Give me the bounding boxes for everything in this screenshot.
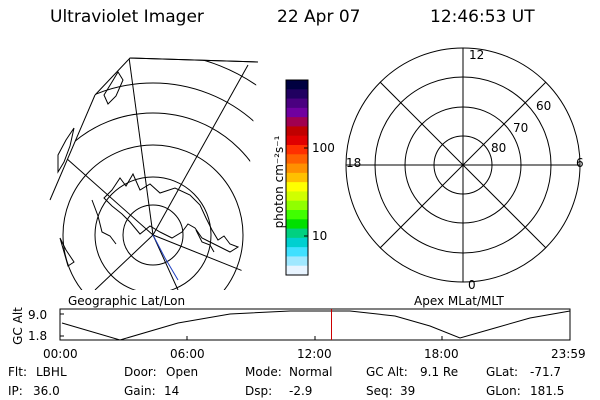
color-scale-band — [286, 256, 308, 267]
latitude-circle — [50, 58, 258, 290]
mlt-label-0: 0 — [468, 278, 476, 292]
color-scale-band — [286, 145, 308, 155]
date-label: 22 Apr 07 — [277, 7, 361, 27]
status-seq-label: Seq: — [366, 384, 393, 398]
timeline-xtick-1800: 18:00 — [424, 347, 459, 361]
footprint-track — [152, 234, 179, 281]
color-scale-band — [286, 107, 308, 118]
status-gcalt-label: GC Alt: — [366, 365, 408, 379]
altitude-timeline — [59, 308, 571, 341]
color-scale-band — [286, 210, 308, 220]
color-scale-band — [286, 126, 308, 137]
status-dsp-value: -2.9 — [289, 384, 313, 398]
color-scale-band — [286, 80, 308, 90]
color-scale-band — [286, 182, 308, 193]
image-edge — [129, 57, 259, 63]
status-ip-value: 36.0 — [33, 384, 60, 398]
timeline-xtick-0600: 06:00 — [170, 347, 205, 361]
color-scale-band — [286, 172, 308, 183]
color-scale-band — [286, 154, 308, 165]
timeline-ytick-low: 1.8 — [28, 329, 48, 343]
coastline-outline — [49, 57, 259, 267]
color-scale-band — [286, 98, 308, 109]
meridian-line — [152, 234, 179, 290]
color-scale-frame — [285, 79, 309, 276]
apex-panel-label: Apex MLat/MLT — [414, 294, 504, 308]
mlt-label-6: 6 — [576, 156, 584, 170]
latitude-circle — [94, 176, 212, 290]
color-scale — [285, 79, 309, 276]
meridian-line — [152, 234, 249, 274]
status-glon-label: GLon: — [486, 384, 521, 398]
color-scale-band — [286, 265, 308, 276]
status-door-label: Door: — [124, 365, 157, 379]
color-scale-band — [286, 191, 308, 202]
mlt-label-12: 12 — [469, 48, 485, 62]
mlat-mlt-plot — [345, 47, 581, 283]
geographic-panel-label: Geographic Lat/Lon — [68, 294, 186, 308]
latitude-circle — [50, 112, 258, 290]
mlt-line-diagonal — [379, 81, 547, 249]
status-flt-value: LBHL — [36, 365, 67, 379]
color-scale-band — [286, 163, 308, 174]
color-scale-band — [286, 200, 308, 211]
status-gcalt-value: 9.1 Re — [420, 365, 459, 379]
color-scale-band — [286, 228, 308, 239]
timeline-xtick-2359: 23:59 — [551, 347, 586, 361]
status-mode-value: Normal — [289, 365, 333, 379]
color-scale-band — [286, 237, 308, 248]
status-flt-label: Flt: — [8, 365, 27, 379]
color-scale-unit: photon cm⁻²s⁻¹ — [272, 135, 286, 229]
status-glat-value: -71.7 — [530, 365, 562, 379]
status-mode-label: Mode: — [245, 365, 282, 379]
meridian-line — [127, 58, 154, 236]
mlat-label-60: 60 — [536, 99, 552, 113]
mlat-label-80: 80 — [491, 141, 507, 155]
timeline-ylabel: GC Alt — [11, 307, 25, 345]
meridian-line — [94, 234, 154, 290]
status-door-value: Open — [166, 365, 199, 379]
color-scale-tick-10: 10 — [312, 229, 328, 243]
meridian-line — [152, 64, 249, 236]
mlat-label-70: 70 — [513, 121, 529, 135]
status-glat-label: GLat: — [486, 365, 519, 379]
status-gain-value: 14 — [164, 384, 180, 398]
timeline-xtick-1200: 12:00 — [297, 347, 332, 361]
status-dsp-label: Dsp: — [245, 384, 273, 398]
latitude-circle — [122, 204, 184, 266]
status-gain-label: Gain: — [124, 384, 156, 398]
color-scale-band — [286, 135, 308, 146]
color-scale-band — [286, 117, 308, 128]
time-label: 12:46:53 UT — [430, 7, 535, 27]
geographic-map — [49, 57, 259, 290]
latitude-circle — [62, 144, 244, 290]
timeline-ytick-high: 9.0 — [28, 308, 48, 322]
instrument-title: Ultraviolet Imager — [50, 7, 204, 27]
status-seq-value: 39 — [400, 384, 416, 398]
status-glon-value: 181.5 — [530, 384, 565, 398]
color-scale-band — [286, 219, 308, 230]
color-scale-band — [286, 89, 308, 100]
altitude-curve — [61, 310, 571, 341]
latitude-circle — [50, 82, 258, 290]
color-scale-tick-100: 100 — [312, 141, 335, 155]
timeline-xtick-0000: 00:00 — [43, 347, 78, 361]
color-scale-band — [286, 247, 308, 258]
status-ip-label: IP: — [8, 384, 23, 398]
mlt-label-18: 18 — [346, 156, 362, 170]
